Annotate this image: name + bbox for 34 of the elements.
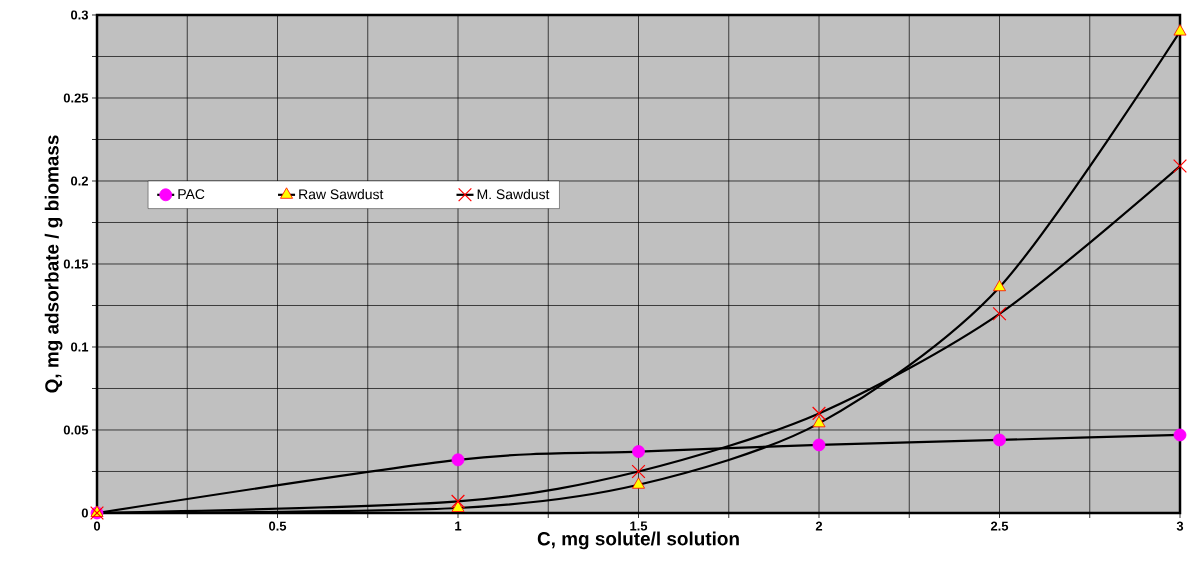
point <box>632 445 645 458</box>
point <box>451 494 465 509</box>
point <box>992 306 1007 321</box>
point <box>1173 428 1187 442</box>
point <box>993 433 1006 447</box>
point <box>812 415 826 428</box>
x-tick-label: 1 <box>455 521 462 531</box>
y-tick-label: 0.3 <box>71 10 89 20</box>
legend-label: M. Sawdust <box>477 189 550 200</box>
x-tick-label: 0 <box>93 521 101 531</box>
point <box>993 279 1006 292</box>
y-tick-label: 0 <box>81 508 88 518</box>
y-tick-label: 0.1 <box>71 342 89 352</box>
y-tick-label: 0.25 <box>63 93 89 103</box>
x-tick-label: 1.5 <box>630 521 648 531</box>
legend-label: PAC <box>178 189 205 200</box>
point <box>812 406 826 421</box>
y-tick-label: 0.15 <box>63 259 89 269</box>
x-axis-title: C, mg solute/l solution <box>537 531 739 550</box>
point <box>632 477 645 489</box>
legend-label: Raw Sawdust <box>299 189 384 200</box>
point <box>812 438 826 452</box>
point <box>631 464 646 479</box>
x-tick-label: 3 <box>1176 521 1184 531</box>
y-tick-label: 0.05 <box>63 425 89 435</box>
point <box>1173 24 1187 36</box>
point <box>451 453 465 467</box>
x-tick-label: 0.5 <box>269 521 287 531</box>
point <box>1173 159 1187 174</box>
y-axis-title: Q, mg adsorbate / g biomass <box>44 135 63 393</box>
x-tick-label: 2 <box>815 521 823 531</box>
x-tick-label: 2.5 <box>990 521 1009 531</box>
point <box>451 500 465 512</box>
y-tick-label: 0.2 <box>71 176 88 186</box>
